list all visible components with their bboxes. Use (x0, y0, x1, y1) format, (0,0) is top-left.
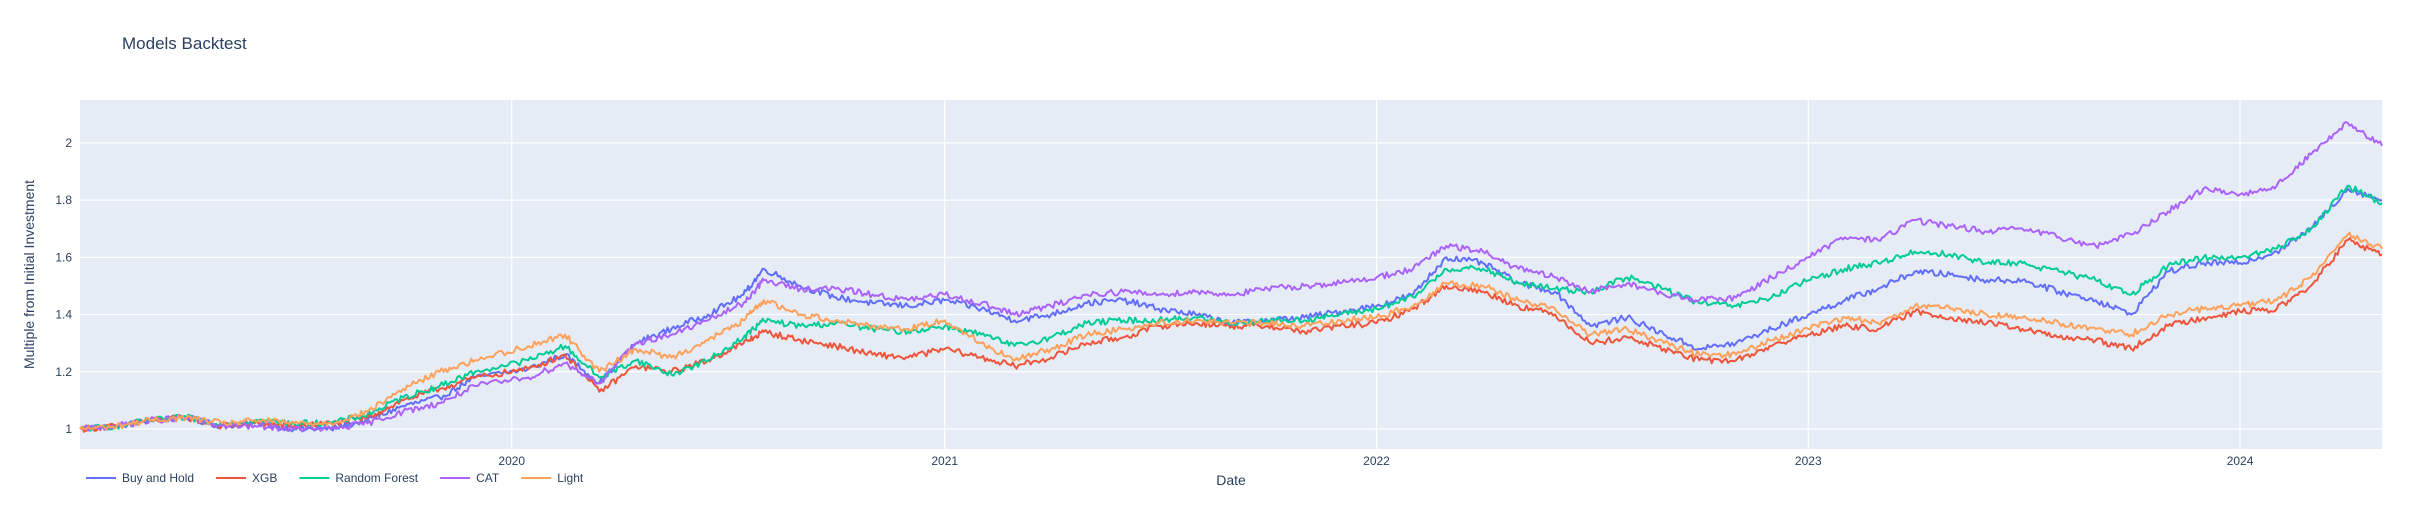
legend-item[interactable]: Random Forest (299, 471, 419, 485)
y-axis-title: Multiple from Initial Investment (21, 180, 37, 369)
chart-title: Models Backtest (122, 34, 247, 53)
y-tick-label: 1.4 (55, 308, 72, 322)
legend: Buy and Hold XGB Random Forest CAT Light (86, 471, 584, 485)
y-tick-label: 1.8 (55, 193, 72, 207)
y-tick-label: 1.6 (55, 250, 72, 264)
legend-label: XGB (252, 471, 277, 485)
x-tick-label: 2023 (1795, 454, 1822, 468)
legend-item[interactable]: Buy and Hold (86, 471, 194, 485)
series-lines (79, 121, 2383, 433)
series-line-light (79, 231, 2383, 431)
y-axis-ticks: 1 1.2 1.4 1.6 1.8 2 (55, 136, 72, 436)
legend-label: Random Forest (335, 471, 418, 485)
x-axis-ticks: 2020 2021 2022 2023 2024 (498, 454, 2253, 468)
legend-item[interactable]: XGB (216, 471, 277, 485)
y-tick-label: 1 (65, 422, 72, 436)
x-tick-label: 2022 (1363, 454, 1390, 468)
x-tick-label: 2020 (498, 454, 525, 468)
x-axis-title: Date (1216, 472, 1246, 488)
y-tick-label: 2 (65, 136, 72, 150)
plot-area (80, 100, 2382, 449)
x-tick-label: 2024 (2227, 454, 2254, 468)
legend-label: Light (557, 471, 584, 485)
legend-label: Buy and Hold (122, 471, 194, 485)
x-tick-label: 2021 (931, 454, 958, 468)
y-tick-label: 1.2 (55, 365, 72, 379)
legend-item[interactable]: CAT (440, 471, 500, 485)
legend-item[interactable]: Light (521, 471, 584, 485)
series-line-cat (79, 121, 2383, 433)
grid-lines (80, 100, 2382, 449)
legend-label: CAT (476, 471, 500, 485)
